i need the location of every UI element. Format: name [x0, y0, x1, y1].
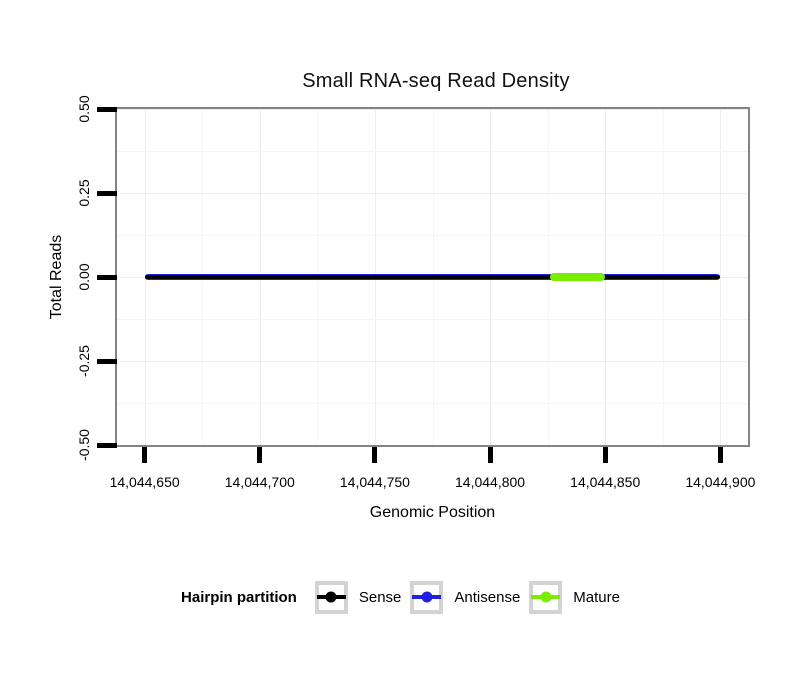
x-tick-label: 14,044,750 — [339, 474, 410, 490]
x-axis-tick — [602, 447, 608, 463]
x-axis-tick — [487, 447, 493, 463]
legend-title: Hairpin partition — [181, 588, 297, 606]
series-line-sense — [144, 275, 721, 279]
x-tick-label: 14,044,900 — [685, 474, 756, 490]
y-axis-tick — [97, 190, 117, 196]
x-tick-label: 14,044,700 — [224, 474, 295, 490]
y-gridline-minor — [117, 403, 748, 404]
legend-item-sense: Sense — [314, 580, 402, 614]
x-tick-label: 14,044,850 — [570, 474, 641, 490]
y-tick-label: -0.50 — [76, 429, 92, 461]
y-gridline-major — [117, 193, 748, 194]
y-tick-label: 0.25 — [76, 179, 92, 207]
legend-item-label: Sense — [358, 588, 402, 606]
x-axis-tick — [717, 447, 723, 463]
y-tick-label: 0.00 — [76, 263, 92, 291]
y-gridline-minor — [117, 319, 748, 320]
y-gridline-major — [117, 361, 748, 362]
mature-key-icon — [529, 580, 563, 614]
y-axis-tick — [97, 106, 117, 112]
legend: Hairpin partition Sense Antisense Mature — [0, 578, 810, 616]
antisense-key-icon — [410, 580, 444, 614]
legend-item-mature: Mature — [529, 580, 620, 614]
x-tick-label: 14,044,650 — [109, 474, 180, 490]
legend-item-label: Mature — [573, 588, 620, 606]
legend-item-label: Antisense — [454, 588, 521, 606]
y-axis-tick — [97, 358, 117, 364]
mature-dot-glyph — [540, 591, 552, 603]
sense-key-icon — [314, 580, 348, 614]
y-gridline-minor — [117, 151, 748, 152]
y-axis-tick — [97, 274, 117, 280]
y-tick-label: 0.50 — [76, 95, 92, 123]
y-gridline-major — [117, 109, 748, 110]
y-axis-tick — [97, 442, 117, 448]
y-axis-title: Total Reads — [48, 234, 65, 320]
series-line-mature — [549, 273, 606, 281]
x-tick-label: 14,044,800 — [455, 474, 526, 490]
y-gridline-minor — [117, 235, 748, 236]
x-axis-tick — [372, 447, 378, 463]
y-tick-label: -0.25 — [76, 345, 92, 377]
chart-title: Small RNA-seq Read Density — [302, 70, 570, 92]
plot-panel — [115, 107, 750, 447]
y-gridline-major — [117, 445, 748, 446]
antisense-dot-glyph — [421, 591, 433, 603]
x-axis-tick — [142, 447, 148, 463]
x-axis-title: Genomic Position — [369, 504, 496, 521]
legend-item-antisense: Antisense — [410, 580, 521, 614]
sense-dot-glyph — [325, 591, 337, 603]
x-axis-tick — [257, 447, 263, 463]
